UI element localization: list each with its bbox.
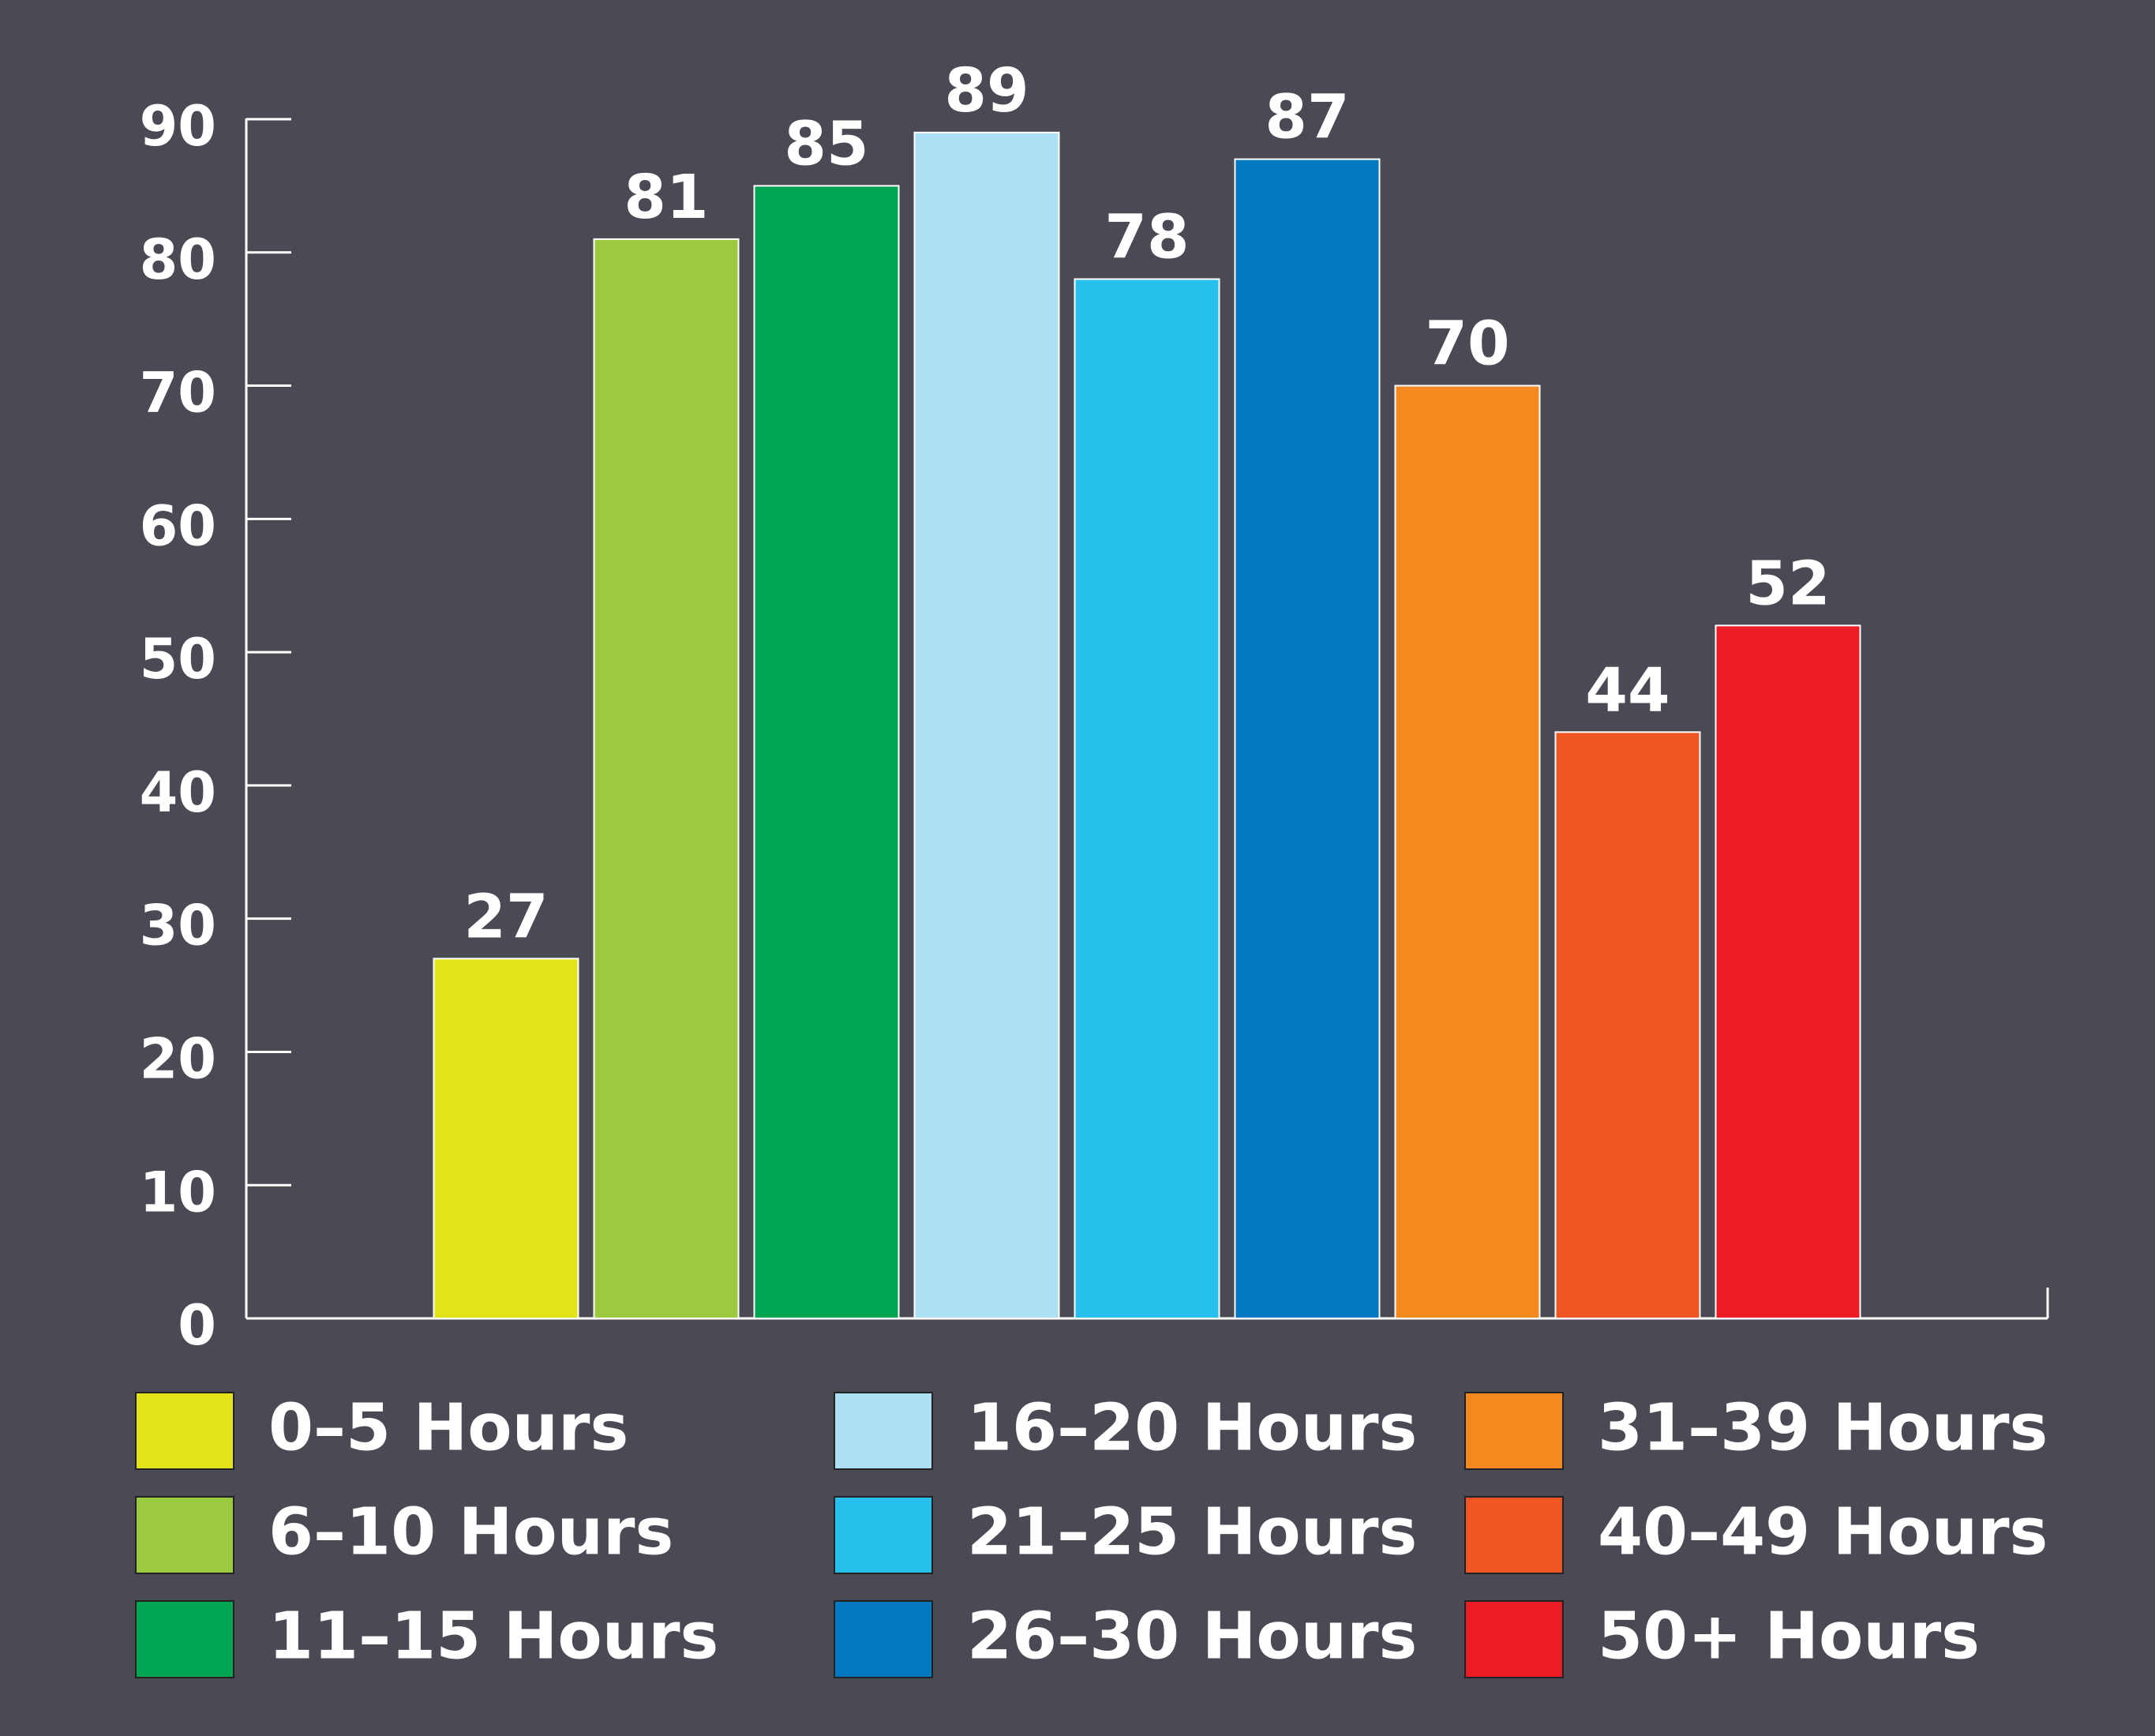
y-tick-label: 0: [178, 1293, 216, 1358]
bar: [913, 131, 1060, 1319]
value-label: 89: [944, 56, 1029, 126]
y-tick-label: 70: [140, 361, 216, 426]
value-label: 27: [463, 882, 548, 952]
bar: [1554, 731, 1701, 1319]
bar: [1715, 624, 1861, 1319]
y-tick-label: 20: [140, 1026, 216, 1091]
bar: [593, 238, 740, 1319]
bar: [753, 185, 900, 1319]
value-label: 81: [624, 163, 708, 233]
legend-label: 11–15 Hours: [268, 1599, 718, 1674]
y-tick-label: 60: [140, 493, 216, 558]
value-label: 78: [1104, 203, 1189, 273]
bar: [1394, 384, 1541, 1319]
legend-label: 40–49 Hours: [1598, 1494, 2048, 1569]
bar: [433, 958, 579, 1320]
legend-label: 31–39 Hours: [1598, 1390, 2048, 1465]
legend-swatch: [135, 1392, 234, 1470]
legend-swatch: [135, 1600, 234, 1678]
y-tick-label: 90: [140, 94, 216, 159]
y-tick-label: 80: [140, 227, 216, 292]
y-tick-label: 50: [140, 627, 216, 692]
y-tick-label: 30: [140, 894, 216, 958]
legend-label: 16–20 Hours: [967, 1390, 1417, 1465]
bar: [1234, 158, 1381, 1320]
legend-label: 21–25 Hours: [967, 1494, 1417, 1569]
value-label: 70: [1425, 309, 1509, 380]
legend-swatch: [834, 1392, 933, 1470]
value-label: 85: [784, 109, 868, 179]
value-label: 44: [1585, 655, 1670, 726]
legend-swatch: [834, 1496, 933, 1574]
legend-swatch: [1464, 1496, 1564, 1574]
legend-label: 6–10 Hours: [268, 1494, 673, 1569]
legend-label: 50+ Hours: [1598, 1599, 1980, 1674]
legend-swatch: [1464, 1392, 1564, 1470]
y-tick-label: 40: [140, 760, 216, 825]
y-tick-label: 10: [140, 1160, 216, 1224]
value-label: 52: [1745, 549, 1830, 619]
bar: [1074, 278, 1220, 1319]
value-label: 87: [1265, 83, 1349, 153]
legend-swatch: [135, 1496, 234, 1574]
legend-swatch: [1464, 1600, 1564, 1678]
legend-label: 0–5 Hours: [268, 1390, 628, 1465]
legend-label: 26–30 Hours: [967, 1599, 1417, 1674]
legend-swatch: [834, 1600, 933, 1678]
